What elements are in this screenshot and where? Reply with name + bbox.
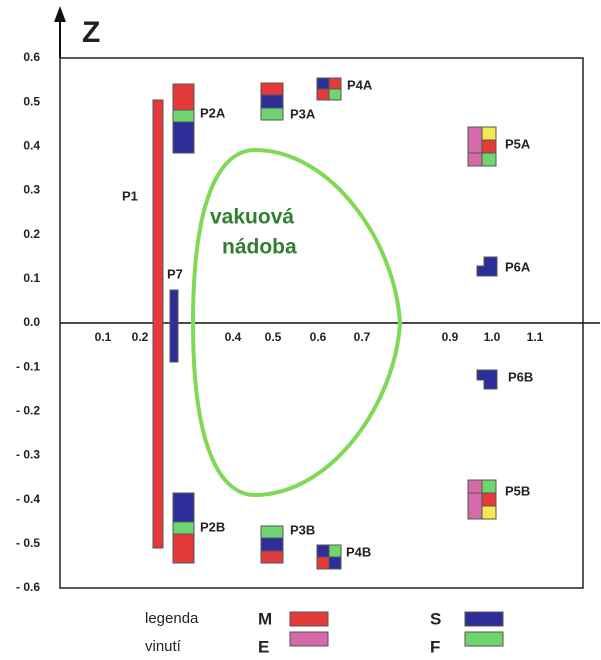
- coil-p6b: [476, 369, 498, 390]
- z-tick-label: - 0.6: [16, 580, 40, 594]
- legend-swatch: [289, 631, 329, 647]
- legend-title: vinutí: [145, 638, 182, 655]
- z-tick-label: 0.0: [23, 315, 40, 329]
- coil-p2b: [172, 492, 195, 564]
- coil-p1: [152, 99, 164, 549]
- coil-p5b: [467, 479, 497, 520]
- coil-label: P4B: [346, 544, 371, 559]
- coils: [152, 77, 498, 570]
- coil-p3b: [260, 525, 284, 564]
- r-tick-label: 1.1: [527, 330, 544, 344]
- z-tick-label: - 0.4: [16, 492, 40, 506]
- coil-label: P7: [167, 266, 183, 281]
- z-tick-label: - 0.5: [16, 536, 40, 550]
- z-tick-label: 0.3: [23, 183, 40, 197]
- legend-swatch: [464, 611, 504, 627]
- coil-label: P6B: [508, 369, 533, 384]
- coil-label: P2A: [200, 105, 226, 120]
- legend-key: E: [258, 637, 269, 656]
- z-tick-label: - 0.3: [16, 448, 40, 462]
- vacuum-vessel: [190, 147, 403, 498]
- r-tick-label: 0.4: [225, 330, 242, 344]
- coil-label: P2B: [200, 519, 225, 534]
- coil-label: P5A: [505, 136, 531, 151]
- r-tick-label: 0.1: [95, 330, 112, 344]
- z-tick-label: 0.2: [23, 227, 40, 241]
- legend-key: M: [258, 609, 272, 628]
- legend-swatch: [289, 611, 329, 627]
- z-tick-label: 0.1: [23, 271, 40, 285]
- vessel-label: nádoba: [222, 236, 297, 259]
- r-tick-label: 0.6: [310, 330, 327, 344]
- vessel-label: vakuová: [210, 206, 294, 229]
- r-tick-label: 0.9: [442, 330, 459, 344]
- z-arrow: [54, 6, 66, 22]
- coil-label: P3B: [290, 522, 315, 537]
- coil-p5a: [467, 126, 497, 167]
- z-tick-label: 0.6: [23, 50, 40, 64]
- legend-key: F: [430, 637, 440, 656]
- coil-label: P4A: [347, 77, 373, 92]
- z-tick-label: - 0.2: [16, 404, 40, 418]
- coil-p3a: [260, 82, 284, 121]
- coil-p6a: [476, 256, 498, 277]
- coil-label: P5B: [505, 483, 530, 498]
- coil-p4b: [316, 544, 342, 570]
- legend-title: legenda: [145, 610, 199, 627]
- legend-swatch: [464, 631, 504, 647]
- z-tick-label: 0.4: [23, 139, 40, 153]
- r-tick-label: 0.2: [132, 330, 149, 344]
- coil-p7: [169, 289, 179, 363]
- z-label: Z: [82, 16, 100, 49]
- z-tick-label: - 0.1: [16, 359, 40, 373]
- coil-label: P6A: [505, 259, 531, 274]
- z-tick-label: 0.5: [23, 94, 40, 108]
- coil-label: P1: [122, 188, 138, 203]
- coil-label: P3A: [290, 106, 316, 121]
- coil-p2a: [172, 83, 195, 154]
- r-tick-label: 0.5: [265, 330, 282, 344]
- r-tick-label: 0.7: [354, 330, 371, 344]
- legend-key: S: [430, 609, 441, 628]
- r-tick-label: 1.0: [484, 330, 501, 344]
- coil-p4a: [316, 77, 342, 101]
